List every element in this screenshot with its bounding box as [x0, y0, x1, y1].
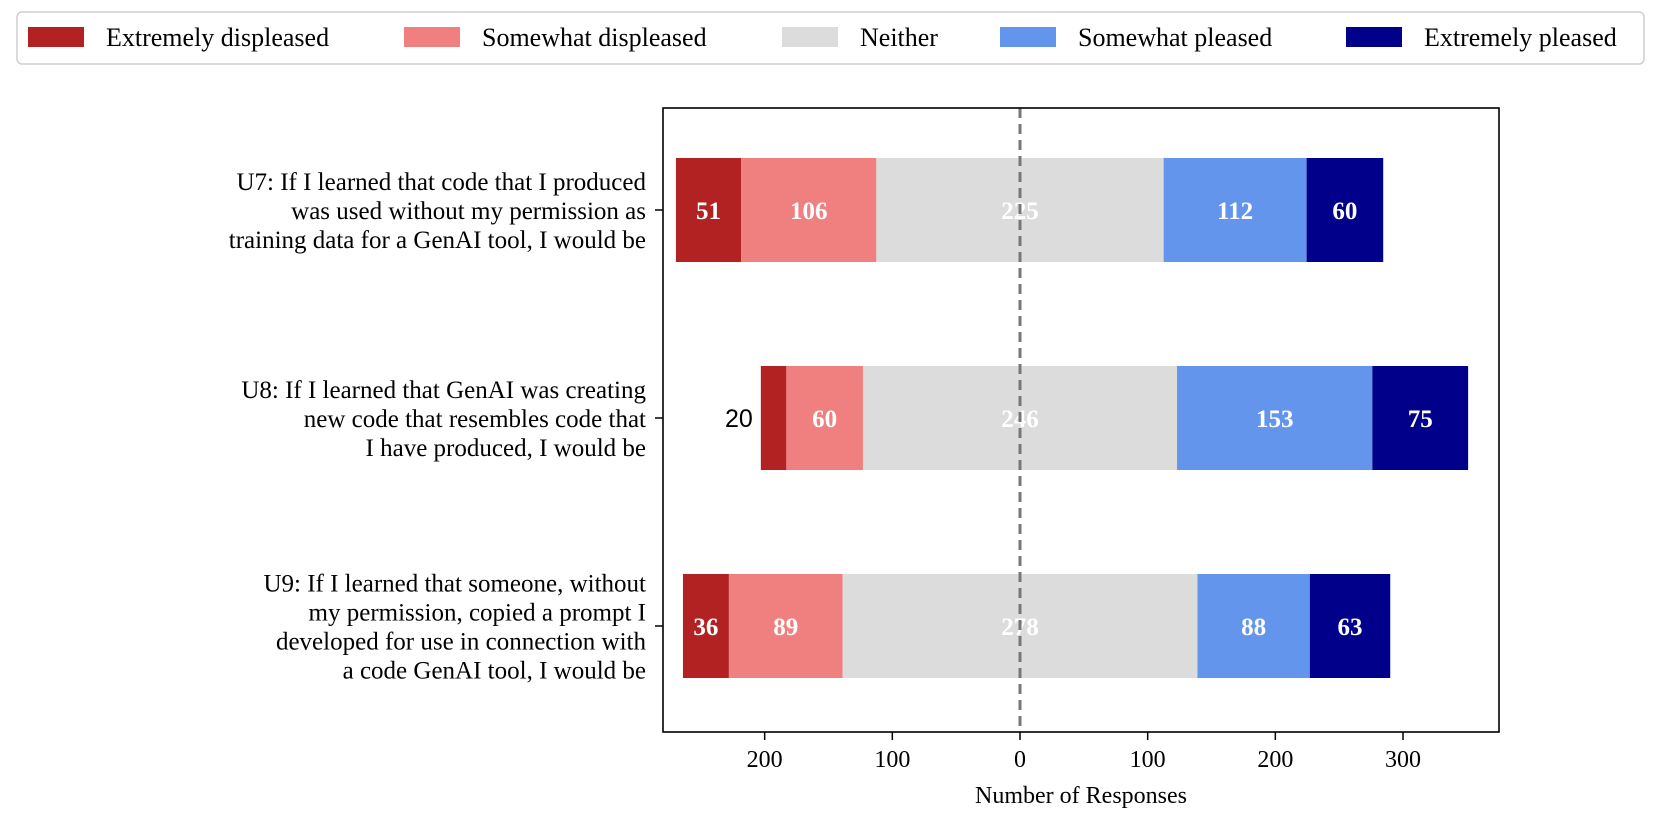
legend-swatch — [782, 27, 838, 47]
data-label-u9-somewhat-pleased: 88 — [1241, 614, 1266, 641]
data-label-u7-extremely-displeased: 51 — [696, 198, 721, 225]
legend-item-extremely-pleased: Extremely pleased — [1346, 23, 1617, 52]
bar-u8-somewhat-pleased — [1177, 366, 1373, 470]
bar-u7-extremely-displeased — [675, 158, 742, 262]
x-tick-label: 200 — [747, 747, 783, 773]
x-axis-label: Number of Responses — [975, 783, 1187, 809]
bar-u8-extremely-displeased — [760, 366, 787, 470]
bar-u9-somewhat-pleased — [1197, 574, 1310, 678]
plot-frame — [662, 107, 1500, 733]
bar-group-u9: 36 89 278 88 63 — [682, 574, 1391, 678]
y-label-line: U7: If I learned that code that I produc… — [236, 169, 646, 196]
bar-u7-somewhat-displeased — [741, 158, 877, 262]
x-tick-label: 200 — [1257, 747, 1293, 773]
bar-u9-extremely-displeased — [682, 574, 729, 678]
legend-swatch — [1346, 27, 1402, 47]
data-label-u8-extremely-pleased: 75 — [1408, 406, 1433, 433]
data-label-u7-somewhat-pleased: 112 — [1217, 198, 1253, 225]
y-label-line: my permission, copied a prompt I — [309, 600, 646, 627]
y-label-u8: U8: If I learned that GenAI was creating… — [241, 377, 646, 462]
x-axis: 200 100 0 100 200 300 — [747, 732, 1421, 773]
bar-group-u8: 20 60 246 153 75 — [725, 366, 1469, 470]
legend-label: Somewhat pleased — [1078, 23, 1272, 52]
legend-item-neither: Neither — [782, 23, 938, 52]
y-label-line: new code that resembles code that — [304, 406, 646, 433]
data-label-u9-extremely-displeased: 36 — [693, 614, 718, 641]
legend-label: Somewhat displeased — [482, 23, 707, 52]
legend-item-somewhat-pleased: Somewhat pleased — [1000, 23, 1272, 52]
data-label-u8-extremely-displeased: 20 — [725, 405, 753, 433]
data-label-u8-somewhat-pleased: 153 — [1256, 406, 1294, 433]
data-label-u9-extremely-pleased: 63 — [1338, 614, 1363, 641]
bar-u9-extremely-pleased — [1309, 574, 1391, 678]
y-axis-labels: U7: If I learned that code that I produc… — [229, 169, 663, 685]
x-tick-label: 300 — [1385, 747, 1421, 773]
legend-swatch — [1000, 27, 1056, 47]
bar-u8-extremely-pleased — [1372, 366, 1469, 470]
bar-u8-somewhat-displeased — [786, 366, 863, 470]
legend-label: Extremely displeased — [106, 23, 329, 52]
y-label-line: U8: If I learned that GenAI was creating — [241, 377, 646, 404]
legend: Extremely displeased Somewhat displeased N… — [16, 11, 1645, 65]
x-tick-label: 100 — [874, 747, 910, 773]
legend-label: Extremely pleased — [1424, 23, 1617, 52]
data-label-u8-somewhat-displeased: 60 — [812, 406, 837, 433]
y-label-line: developed for use in connection with — [276, 629, 647, 656]
y-label-line: training data for a GenAI tool, I would … — [229, 227, 646, 254]
legend-item-somewhat-displeased: Somewhat displeased — [404, 23, 707, 52]
y-label-u9: U9: If I learned that someone, without my… — [263, 571, 646, 685]
bar-group-u7: 51 106 225 112 60 — [675, 158, 1384, 262]
legend-swatch — [28, 27, 84, 47]
y-label-line: I have produced, I would be — [366, 435, 646, 462]
y-label-u7: U7: If I learned that code that I produc… — [229, 169, 647, 254]
x-tick-label: 0 — [1014, 747, 1026, 773]
x-tick-label: 100 — [1130, 747, 1166, 773]
y-label-line: a code GenAI tool, I would be — [343, 658, 646, 685]
bar-u9-somewhat-displeased — [728, 574, 843, 678]
y-label-line: U9: If I learned that someone, without — [263, 571, 646, 598]
bar-u7-somewhat-pleased — [1163, 158, 1307, 262]
legend-swatch — [404, 27, 460, 47]
data-label-u7-extremely-pleased: 60 — [1332, 198, 1357, 225]
y-label-line: was used without my permission as — [291, 198, 646, 225]
legend-label: Neither — [860, 23, 938, 52]
data-label-u7-somewhat-displeased: 106 — [790, 198, 828, 225]
bar-u7-extremely-pleased — [1306, 158, 1384, 262]
legend-item-extremely-displeased: Extremely displeased — [28, 23, 329, 52]
data-label-u9-somewhat-displeased: 89 — [773, 614, 798, 641]
